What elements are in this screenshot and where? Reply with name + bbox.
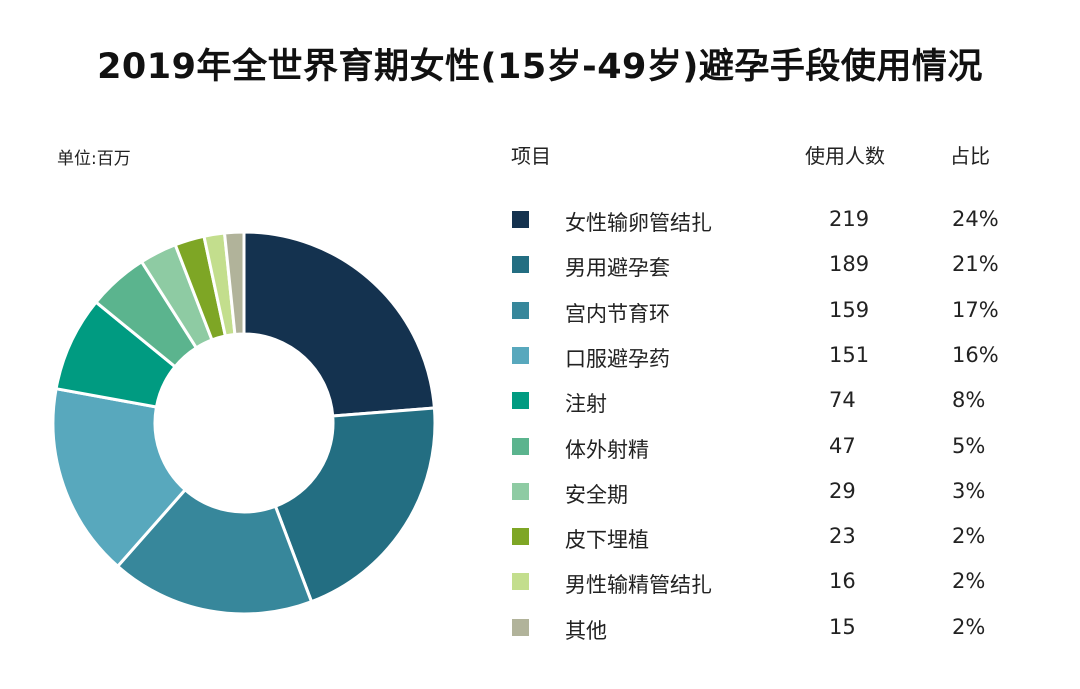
legend-label: 安全期 [565, 482, 628, 507]
legend-count: 15 [829, 614, 856, 639]
legend-label: 宫内节育环 [565, 301, 670, 326]
legend-label: 口服避孕药 [565, 346, 670, 371]
legend-count: 151 [829, 342, 870, 367]
donut-slice-10 [222, 230, 246, 337]
legend-label: 女性输卵管结扎 [565, 211, 712, 235]
legend-percent: 2% [952, 614, 986, 639]
chart-title: 2019年全世界育期女性(15岁-49岁)避孕手段使用情况 [97, 47, 983, 87]
legend-count: 23 [829, 524, 856, 549]
legend-label: 男性输精管结扎 [565, 573, 712, 598]
donut-slice-3 [115, 487, 314, 616]
legend-swatch [512, 482, 529, 500]
legend-row: 其他 15 2% [0, 613, 1080, 643]
legend-swatch [512, 573, 529, 591]
legend-label: 皮下埋植 [565, 528, 649, 553]
legend-count: 159 [829, 297, 870, 322]
legend-percent: 2% [952, 524, 986, 549]
legend-swatch [512, 301, 529, 319]
legend-row: 皮下埋植 23 2% [0, 522, 1080, 552]
legend-swatch [512, 392, 529, 410]
legend-row: 男性输精管结扎 16 2% [0, 567, 1080, 597]
legend-label: 体外射精 [565, 437, 649, 462]
legend-count: 47 [829, 433, 856, 458]
legend-swatch [512, 618, 529, 636]
legend-swatch [512, 211, 529, 228]
legend-percent: 16% [952, 342, 999, 367]
legend-count: 74 [829, 388, 856, 413]
header-item: 项目 [511, 144, 551, 168]
unit-label: 单位:百万 [57, 149, 131, 169]
legend-count: 189 [829, 252, 870, 277]
legend-label: 男用避孕套 [565, 256, 670, 281]
legend-label: 其他 [565, 618, 607, 643]
legend-percent: 21% [952, 252, 999, 277]
legend-count: 219 [829, 207, 870, 231]
legend-row: 男用避孕套 189 21% [0, 250, 1080, 280]
legend-percent: 2% [952, 569, 986, 594]
legend-percent: 3% [952, 478, 986, 503]
legend-percent: 5% [952, 433, 986, 458]
legend-count: 16 [829, 569, 856, 594]
header-count: 使用人数 [805, 144, 885, 168]
legend-swatch [512, 346, 529, 364]
legend-count: 29 [829, 478, 856, 503]
legend-row: 宫内节育环 159 17% [0, 296, 1080, 326]
legend-row: 注射 74 8% [0, 386, 1080, 416]
header-share: 占比 [950, 144, 990, 168]
donut-chart [51, 230, 437, 616]
legend-row: 安全期 29 3% [0, 477, 1080, 507]
legend-percent: 8% [952, 388, 986, 413]
legend-row: 体外射精 47 5% [0, 432, 1080, 462]
donut-slice-4 [51, 386, 188, 569]
legend-percent: 24% [952, 207, 999, 231]
donut-slice-1 [242, 230, 437, 418]
legend-swatch [512, 437, 529, 455]
legend-label: 注射 [565, 392, 607, 417]
legend-row: 女性输卵管结扎 219 24% [0, 205, 1080, 235]
donut-slice-2 [273, 406, 437, 604]
legend-percent: 17% [952, 297, 999, 322]
legend-swatch [512, 528, 529, 546]
legend-row: 口服避孕药 151 16% [0, 341, 1080, 371]
legend-swatch [512, 256, 529, 274]
